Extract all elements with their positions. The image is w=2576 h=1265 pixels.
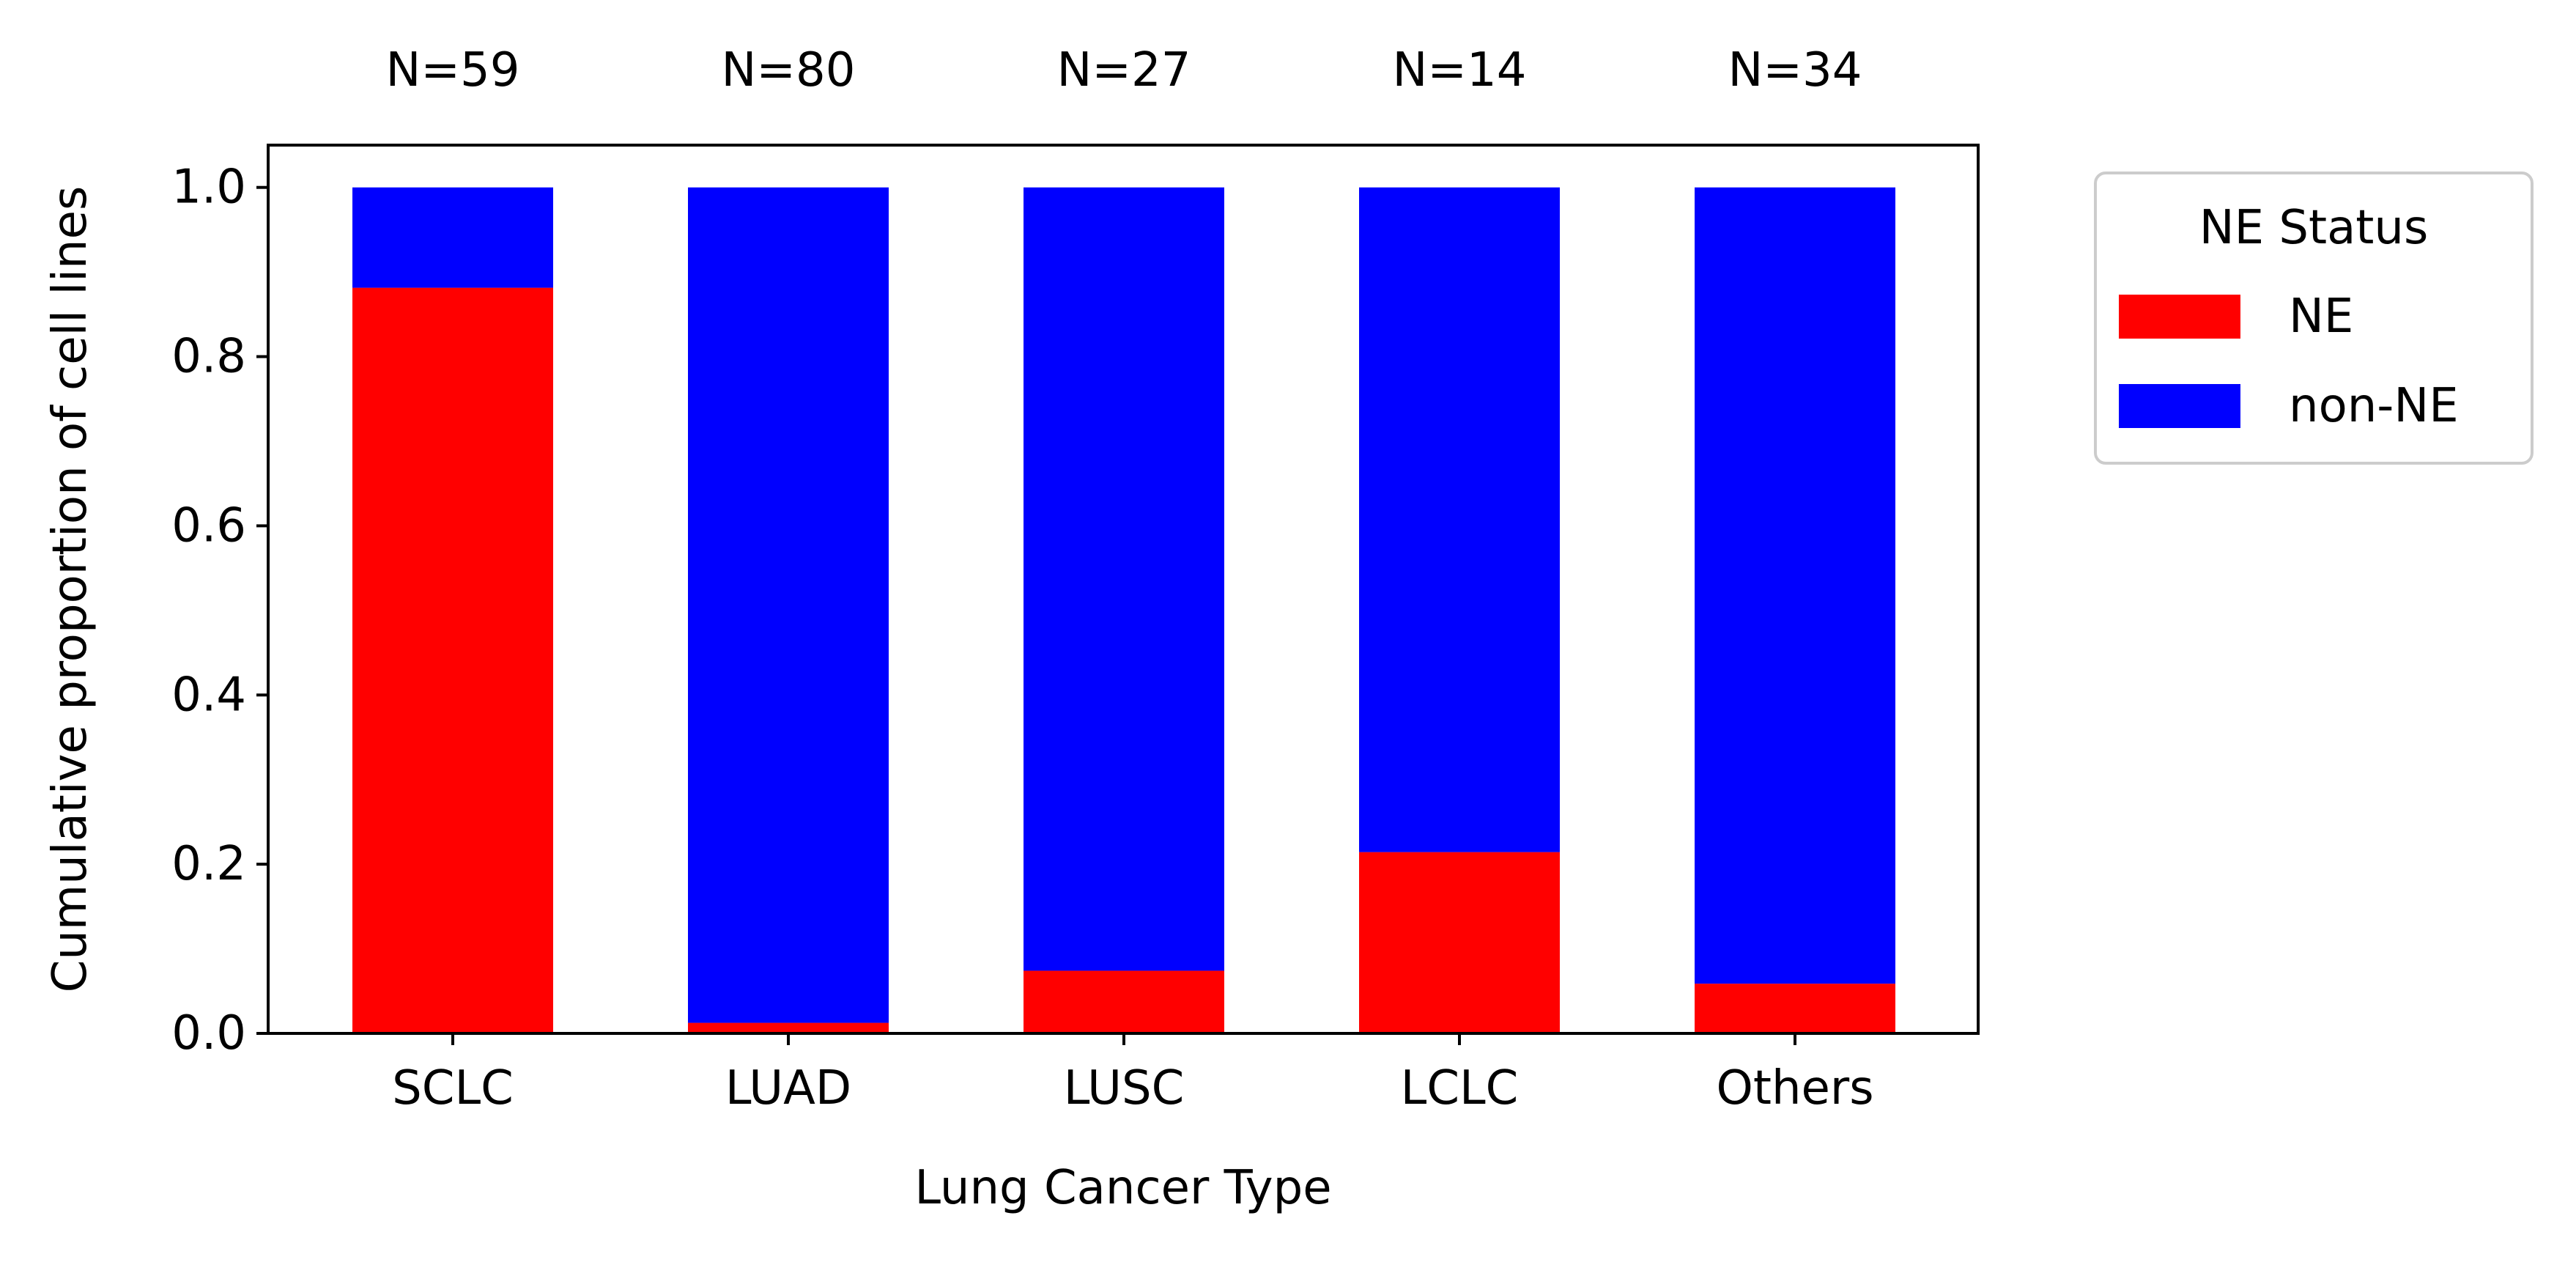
legend-swatch xyxy=(2119,295,2240,339)
legend-title: NE Status xyxy=(2199,201,2429,255)
bar-count-label: N=34 xyxy=(1728,43,1862,97)
y-tick-label: 0.0 xyxy=(171,1006,246,1061)
labels-layer: 0.0 0.2 0.4 0.6 0.8 1.0 SCLC N=59 LUAD N=80 LUSC N=… xyxy=(43,43,1874,1215)
bar-ne-sclc xyxy=(352,287,553,1034)
y-tick-label: 1.0 xyxy=(171,161,246,215)
axes-layer xyxy=(256,144,1980,1045)
y-axis-label: Cumulative proportion of cell lines xyxy=(43,186,97,993)
x-tick-label: LUAD xyxy=(725,1061,851,1115)
x-tick-label: Others xyxy=(1716,1061,1873,1115)
bar-count-label: N=80 xyxy=(722,43,856,97)
x-tick-label: LCLC xyxy=(1401,1061,1519,1115)
bar-non-ne-luad xyxy=(688,187,889,1023)
legend: NE Status NE non-NE xyxy=(2094,172,2534,465)
bar-non-ne-sclc xyxy=(352,187,553,288)
y-tick-label: 0.2 xyxy=(171,837,246,891)
legend-swatch xyxy=(2119,384,2240,428)
y-tick-label: 0.4 xyxy=(171,668,246,722)
bar-ne-luad xyxy=(688,1022,889,1033)
bar-ne-lusc xyxy=(1024,970,1224,1033)
y-tick-label: 0.6 xyxy=(171,498,246,553)
bars-layer xyxy=(352,187,1895,1034)
y-tick-label: 0.8 xyxy=(171,330,246,384)
legend-entry-label: NE xyxy=(2289,289,2353,344)
bar-count-label: N=14 xyxy=(1393,43,1527,97)
x-tick-label: SCLC xyxy=(392,1061,514,1115)
x-tick-label: LUSC xyxy=(1064,1061,1185,1115)
bar-ne-others xyxy=(1695,984,1895,1033)
bar-count-label: N=59 xyxy=(386,43,520,97)
legend-entry-label: non-NE xyxy=(2289,379,2459,433)
bar-non-ne-others xyxy=(1695,187,1895,984)
bar-ne-lclc xyxy=(1359,852,1560,1033)
x-axis-label: Lung Cancer Type xyxy=(914,1161,1331,1215)
bar-non-ne-lusc xyxy=(1024,187,1224,971)
bar-non-ne-lclc xyxy=(1359,187,1560,852)
bar-count-label: N=27 xyxy=(1057,43,1191,97)
